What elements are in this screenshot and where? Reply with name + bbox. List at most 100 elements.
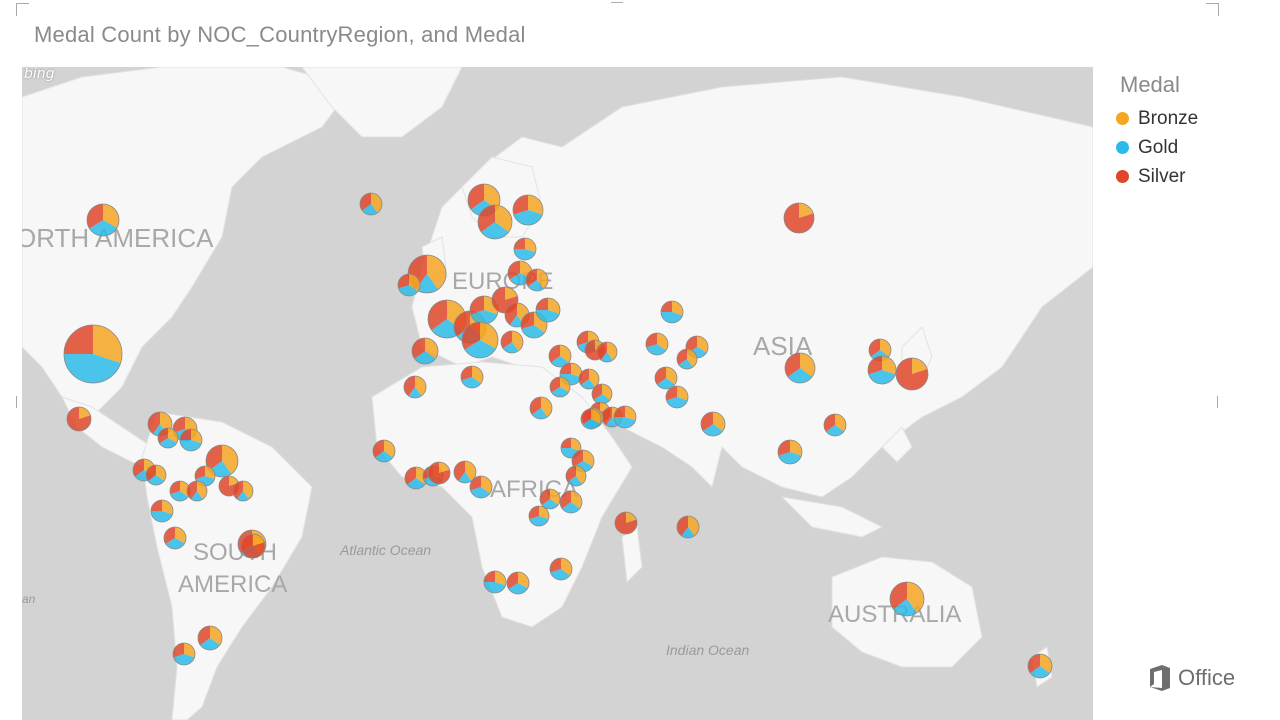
pie-marker[interactable]: [232, 480, 254, 502]
pie-marker[interactable]: [372, 439, 396, 463]
pie-marker[interactable]: [867, 355, 897, 385]
pie-marker[interactable]: [469, 475, 493, 499]
pie-marker[interactable]: [660, 300, 684, 324]
pie-marker[interactable]: [172, 642, 196, 666]
pie-marker[interactable]: [145, 464, 167, 486]
pie-marker[interactable]: [86, 203, 120, 237]
pie-slice-bronze: [495, 205, 512, 232]
pie-marker[interactable]: [580, 408, 602, 430]
pie-marker[interactable]: [676, 515, 700, 539]
pie-marker[interactable]: [63, 324, 123, 384]
resize-handle-top[interactable]: [611, 2, 623, 3]
pie-marker[interactable]: [565, 465, 587, 487]
pie-marker[interactable]: [359, 192, 383, 216]
pie-marker[interactable]: [469, 295, 499, 325]
pie-marker[interactable]: [157, 427, 179, 449]
pie-marker[interactable]: [823, 413, 847, 437]
pie-slice-bronze: [481, 476, 492, 494]
pie-outline: [453, 460, 477, 484]
pie-marker[interactable]: [169, 480, 191, 502]
pie-marker[interactable]: [560, 437, 582, 459]
pie-marker[interactable]: [549, 557, 573, 581]
pie-marker[interactable]: [548, 344, 572, 368]
pie-marker[interactable]: [453, 460, 477, 484]
pie-marker[interactable]: [525, 268, 549, 292]
map-canvas[interactable]: ORTH AMERICA EUROPE ASIA AFRICA SOUTH AM…: [22, 67, 1093, 720]
pie-slice-bronze: [371, 193, 383, 213]
pie-outline: [580, 408, 602, 430]
pie-marker[interactable]: [571, 449, 595, 473]
pie-slice-bronze: [790, 440, 802, 456]
pie-outline: [614, 511, 638, 535]
legend-item-gold[interactable]: Gold: [1112, 133, 1262, 162]
pie-marker[interactable]: [539, 488, 561, 510]
world-map[interactable]: ORTH AMERICA EUROPE ASIA AFRICA SOUTH AM…: [22, 67, 1093, 720]
pie-marker[interactable]: [596, 341, 618, 363]
pie-marker[interactable]: [397, 273, 421, 297]
pie-marker[interactable]: [483, 570, 507, 594]
pie-slice-silver: [373, 440, 384, 458]
pie-slice-gold: [398, 285, 418, 296]
resize-handle-top-right[interactable]: [1206, 3, 1219, 16]
pie-marker[interactable]: [591, 383, 613, 405]
pie-marker[interactable]: [427, 461, 451, 485]
pie-marker[interactable]: [197, 625, 223, 651]
pie-slice-silver: [1028, 654, 1040, 674]
resize-handle-right[interactable]: [1217, 396, 1218, 408]
pie-marker[interactable]: [150, 499, 174, 523]
pie-marker[interactable]: [66, 406, 92, 432]
pie-marker[interactable]: [529, 396, 553, 420]
pie-marker[interactable]: [889, 581, 925, 617]
pie-marker[interactable]: [500, 330, 524, 354]
pie-marker[interactable]: [512, 194, 544, 226]
pie-outline: [528, 505, 550, 527]
pie-outline: [197, 625, 223, 651]
pie-marker[interactable]: [186, 480, 208, 502]
legend-item-bronze[interactable]: Bronze: [1112, 104, 1262, 133]
pie-slice-silver: [529, 506, 539, 520]
pie-marker[interactable]: [700, 411, 726, 437]
pie-marker[interactable]: [179, 428, 203, 452]
pie-outline: [477, 204, 513, 240]
pie-marker[interactable]: [513, 237, 537, 261]
pie-marker[interactable]: [460, 365, 484, 389]
pie-marker[interactable]: [535, 297, 561, 323]
pie-marker[interactable]: [411, 337, 439, 365]
pie-marker[interactable]: [654, 366, 678, 390]
pie-marker[interactable]: [477, 204, 513, 240]
pie-marker[interactable]: [528, 505, 550, 527]
pie-marker[interactable]: [676, 348, 698, 370]
pie-marker[interactable]: [549, 376, 571, 398]
pie-outline: [66, 406, 92, 432]
pie-marker[interactable]: [783, 202, 815, 234]
pie-slice-silver: [514, 238, 525, 249]
pie-slice-silver: [602, 407, 612, 426]
pie-marker[interactable]: [240, 533, 266, 559]
pie-marker[interactable]: [1027, 653, 1053, 679]
pie-marker[interactable]: [777, 439, 803, 465]
legend-item-silver[interactable]: Silver: [1112, 162, 1262, 191]
pie-marker[interactable]: [163, 526, 187, 550]
pie-marker[interactable]: [645, 332, 669, 356]
pie-slice-bronze: [607, 342, 618, 361]
pie-marker[interactable]: [784, 352, 816, 384]
pie-slice-bronze: [677, 386, 688, 401]
pie-outline: [783, 202, 815, 234]
resize-handle-top-left[interactable]: [16, 3, 29, 16]
pie-marker[interactable]: [614, 511, 638, 535]
pie-marker[interactable]: [613, 405, 637, 429]
pie-marker[interactable]: [403, 375, 427, 399]
resize-handle-left[interactable]: [16, 396, 17, 408]
pie-slice-gold: [362, 204, 378, 215]
pie-marker[interactable]: [461, 321, 499, 359]
pie-slice-silver: [87, 204, 103, 229]
pie-marker[interactable]: [559, 490, 583, 514]
pie-marker[interactable]: [578, 368, 600, 390]
pie-marker[interactable]: [506, 571, 530, 595]
pie-marker[interactable]: [665, 385, 689, 409]
label-north-america: ORTH AMERICA: [22, 223, 214, 253]
pie-slice-silver: [404, 467, 416, 485]
pie-marker[interactable]: [404, 466, 428, 490]
pie-marker[interactable]: [895, 357, 929, 391]
